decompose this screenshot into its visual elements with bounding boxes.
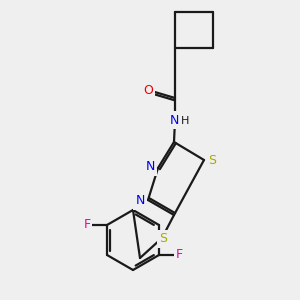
Text: S: S <box>208 154 216 166</box>
Text: F: F <box>176 248 182 262</box>
Text: N: N <box>135 194 145 208</box>
Text: O: O <box>143 83 153 97</box>
Text: F: F <box>83 218 91 232</box>
Text: N: N <box>169 113 179 127</box>
Text: N: N <box>145 160 155 173</box>
Text: H: H <box>181 116 189 126</box>
Text: S: S <box>159 232 167 245</box>
